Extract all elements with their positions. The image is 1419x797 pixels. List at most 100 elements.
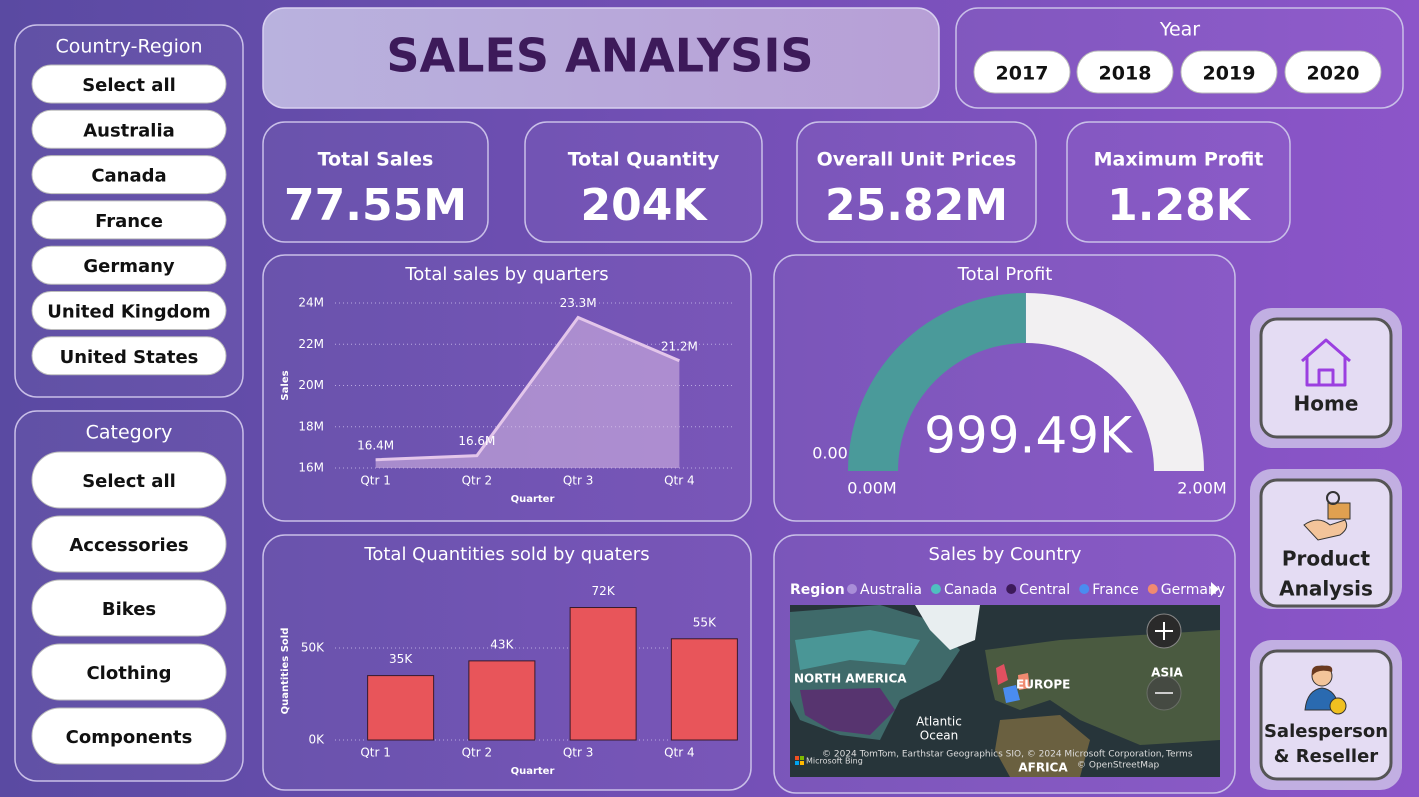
legend-label[interactable]: Central: [1019, 582, 1070, 598]
legend-swatch: [847, 584, 857, 594]
x-tick-label: Qtr 4: [664, 746, 695, 760]
y-tick-label: 22M: [298, 337, 324, 351]
map-land: [985, 630, 1220, 745]
legend-swatch: [1147, 584, 1158, 594]
kpi-label: Maximum Profit: [1094, 149, 1264, 171]
data-label: 43K: [490, 637, 514, 651]
filter-pill[interactable]: [31, 515, 227, 573]
filter-pill-label: Select all: [82, 75, 176, 96]
map-region-us: [800, 688, 895, 735]
y-axis-label: Quantities Sold: [280, 628, 291, 715]
nav-button[interactable]: [1259, 649, 1393, 781]
home-icon: [1301, 338, 1351, 387]
map-place: NORTH AMERICA: [794, 672, 907, 686]
chart-title: Total Quantities sold by quaters: [363, 544, 649, 565]
kpi-label: Overall Unit Prices: [817, 149, 1017, 171]
filter-pill[interactable]: [31, 200, 227, 240]
map-place: Atlantic: [916, 715, 962, 729]
x-tick-label: Qtr 4: [664, 474, 695, 488]
line: [375, 315, 680, 462]
filter-pill[interactable]: [31, 155, 227, 195]
filter-pill-label: Australia: [83, 120, 175, 141]
filter-pill[interactable]: [31, 451, 227, 509]
legend-swatch: [1006, 584, 1017, 594]
kpi-card: [524, 121, 763, 243]
filter-pill[interactable]: [1180, 50, 1278, 94]
data-label: 16.6M: [458, 434, 495, 448]
legend-label[interactable]: Canada: [944, 582, 997, 598]
y-tick-label: 20M: [298, 378, 324, 392]
bar: [367, 675, 435, 741]
filter-pill[interactable]: [31, 579, 227, 637]
filter-pill[interactable]: [1284, 50, 1382, 94]
ms-logo: [795, 761, 799, 765]
filter-pill[interactable]: [31, 707, 227, 765]
kpi-card: [1066, 121, 1291, 243]
x-tick-label: Qtr 1: [360, 746, 391, 760]
filter-pill[interactable]: [31, 64, 227, 104]
filter-pill[interactable]: [973, 50, 1071, 94]
filter-pill-label: United Kingdom: [47, 302, 210, 323]
legend-label[interactable]: Germany: [1161, 582, 1225, 598]
chart-title: Sales by Country: [929, 544, 1082, 565]
nav: [1250, 308, 1402, 790]
filter-pill[interactable]: [31, 109, 227, 149]
legend-swatch: [1079, 584, 1090, 594]
x-axis-label: Quarter: [511, 766, 555, 777]
ms-logo: [795, 756, 799, 760]
map-place: ASIA: [1151, 666, 1183, 680]
y-tick-label: 16M: [298, 461, 324, 475]
kpi-value: 204K: [581, 180, 709, 231]
legend-swatch: [930, 584, 941, 594]
y-tick-label: 18M: [298, 419, 324, 433]
bar: [468, 660, 536, 741]
gauge-target: 0.00: [812, 444, 848, 463]
nav-label: & Reseller: [1274, 746, 1379, 767]
chart-title: Total Profit: [957, 264, 1053, 285]
map-ocean-2: Ocean: [920, 729, 958, 743]
map-attribution: © 2024 TomTom, Earthstar Geographics SIO…: [822, 750, 1164, 760]
filter-pill[interactable]: [31, 336, 227, 376]
data-label: 21.2M: [661, 339, 698, 353]
y-axis-label: Sales: [280, 370, 291, 400]
map-ice: [915, 605, 980, 650]
map-region-france: [1003, 685, 1020, 703]
filter-title: Year: [1159, 19, 1200, 41]
filter-pill-label: Accessories: [69, 535, 188, 556]
kpi-label: Total Sales: [318, 149, 434, 171]
filter-pill[interactable]: [31, 291, 227, 330]
map-attribution[interactable]: © OpenStreetMap: [1077, 761, 1160, 771]
map: [790, 605, 1220, 777]
gauge-fill: [848, 293, 1026, 471]
map-region-germany: [1018, 673, 1030, 690]
filter-pill-label: United States: [60, 347, 199, 368]
y-tick-label: 50K: [301, 641, 325, 655]
filter-pill[interactable]: [31, 643, 227, 701]
map-attribution[interactable]: Terms: [1165, 750, 1193, 760]
kpi-value: 1.28K: [1107, 180, 1252, 231]
nav-label: Salesperson: [1264, 721, 1388, 742]
legend-label[interactable]: Australia: [860, 582, 922, 598]
legend-next[interactable]: [1211, 582, 1219, 596]
kpi-card: [262, 121, 489, 243]
gauge-track: [1025, 293, 1204, 471]
kpi-value: 25.82M: [825, 180, 1008, 231]
legend-title: Region: [790, 582, 845, 598]
x-tick-label: Qtr 3: [563, 746, 594, 760]
map-region-canada: [795, 630, 920, 670]
title-box: [262, 7, 940, 109]
filter-pill[interactable]: [31, 245, 227, 285]
filter-pill[interactable]: [1076, 50, 1174, 94]
nav-button[interactable]: [1259, 478, 1393, 608]
filter-pill-label: France: [95, 211, 163, 232]
ms-logo: [800, 756, 804, 760]
coin-icon: [1329, 697, 1347, 715]
nav-button[interactable]: [1259, 317, 1393, 439]
legend-label[interactable]: France: [1092, 582, 1139, 598]
data-label: 16.4M: [357, 438, 394, 452]
product-icon: [1326, 491, 1340, 505]
kpi-value: 77.55M: [284, 180, 467, 231]
map-region-uk: [996, 664, 1008, 685]
x-tick-label: Qtr 2: [462, 746, 493, 760]
